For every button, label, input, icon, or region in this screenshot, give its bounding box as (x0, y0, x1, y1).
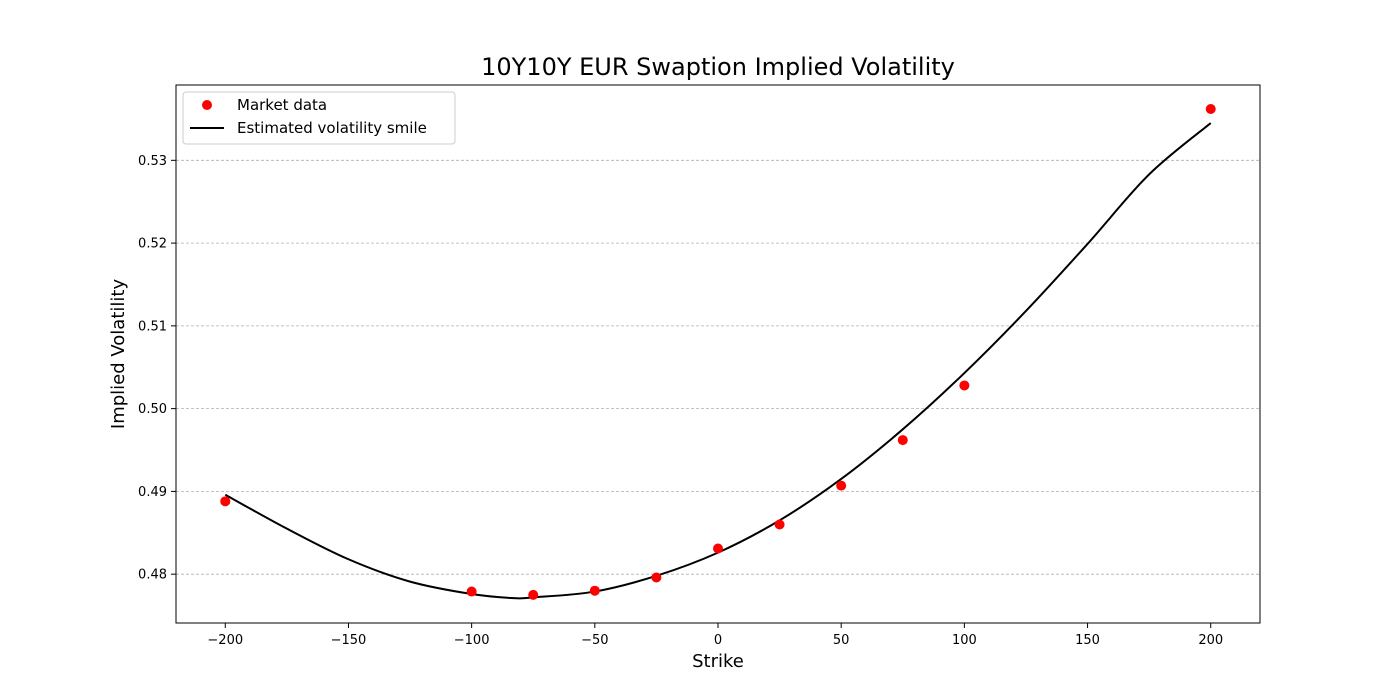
legend-marker-market-data (202, 100, 212, 110)
x-tick-label: −100 (454, 633, 490, 648)
market-data-point (528, 589, 539, 600)
market-data-point (651, 572, 662, 583)
market-data-point (774, 519, 785, 530)
y-tick-label: 0.53 (138, 154, 167, 169)
legend: Market data Estimated volatility smile (182, 91, 456, 145)
x-tick-label: 100 (952, 633, 977, 648)
legend-label-market-data: Market data (237, 96, 327, 114)
market-data-point (897, 435, 908, 446)
x-tick-label: −200 (207, 633, 243, 648)
y-tick-label: 0.51 (138, 319, 167, 334)
y-tick-label: 0.50 (138, 402, 167, 417)
market-data-point (589, 585, 600, 596)
plot-frame (175, 84, 1261, 624)
y-tick-label: 0.48 (138, 568, 167, 583)
y-tick-label: 0.52 (138, 237, 167, 252)
market-data-point (836, 480, 847, 491)
x-tick-label: 50 (833, 633, 850, 648)
legend-box (182, 91, 456, 145)
x-tick-label: 150 (1075, 633, 1100, 648)
x-tick-label: 200 (1198, 633, 1223, 648)
x-tick-label: −50 (581, 633, 608, 648)
market-data-point (1205, 104, 1216, 115)
chart-title: 10Y10Y EUR Swaption Implied Volatility (481, 53, 955, 81)
grid-lines (176, 159, 1260, 575)
x-tick-label: 0 (714, 633, 722, 648)
y-axis-title: Implied Volatility (108, 279, 129, 430)
legend-label-volatility-smile: Estimated volatility smile (237, 119, 427, 137)
axes: 0.48 0.49 0.50 0.51 0.52 0.53 −200 −150 −100 −50 0… (138, 154, 1223, 648)
plot-series (220, 104, 1216, 600)
x-axis-title: Strike (692, 651, 744, 672)
market-data-point (959, 380, 970, 391)
market-data-point (220, 496, 231, 507)
y-tick-label: 0.49 (138, 485, 167, 500)
market-data-point (466, 586, 477, 597)
volatility-smile-line (224, 122, 1212, 600)
market-data-point (713, 543, 723, 554)
x-tick-label: −150 (331, 633, 367, 648)
